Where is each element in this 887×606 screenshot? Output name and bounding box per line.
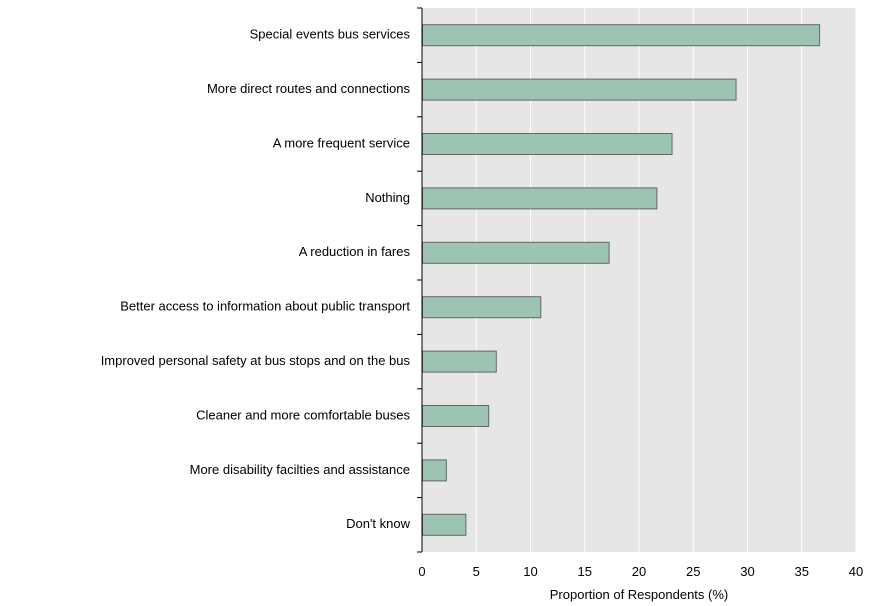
x-tick-label: 5 xyxy=(473,564,480,579)
bar xyxy=(422,187,658,210)
x-tick-label: 40 xyxy=(849,564,863,579)
category-label: A reduction in fares xyxy=(299,244,411,259)
category-label: More disability facilties and assistance xyxy=(190,462,410,477)
category-label: Cleaner and more comfortable buses xyxy=(196,407,410,422)
axes xyxy=(417,7,423,553)
bar xyxy=(422,78,737,101)
category-labels: Special events bus services More direct r… xyxy=(101,27,411,532)
x-tick-label: 10 xyxy=(523,564,537,579)
bar xyxy=(422,405,490,427)
x-tick-label: 20 xyxy=(632,564,646,579)
bar xyxy=(422,133,673,155)
category-label: Better access to information about publi… xyxy=(120,299,410,314)
x-tick-label: 25 xyxy=(686,564,700,579)
bar xyxy=(422,459,447,482)
x-tick-label: 15 xyxy=(578,564,592,579)
bar xyxy=(422,296,542,319)
x-tick-label: 30 xyxy=(740,564,754,579)
x-axis-title: Proportion of Respondents (%) xyxy=(550,587,728,602)
bar xyxy=(422,513,467,536)
category-label: More direct routes and connections xyxy=(207,81,411,96)
x-tick-label: 0 xyxy=(418,564,425,579)
bar xyxy=(422,350,497,373)
category-label: A more frequent service xyxy=(273,135,410,150)
bar xyxy=(422,24,821,47)
bar xyxy=(422,241,610,264)
category-label: Special events bus services xyxy=(250,27,411,42)
x-tick-labels: 0 5 10 15 20 25 30 35 40 xyxy=(418,564,863,579)
bars xyxy=(422,24,821,536)
category-label: Improved personal safety at bus stops an… xyxy=(101,353,411,368)
category-label: Don't know xyxy=(346,516,411,531)
category-label: Nothing xyxy=(365,190,410,205)
x-tick-label: 35 xyxy=(795,564,809,579)
